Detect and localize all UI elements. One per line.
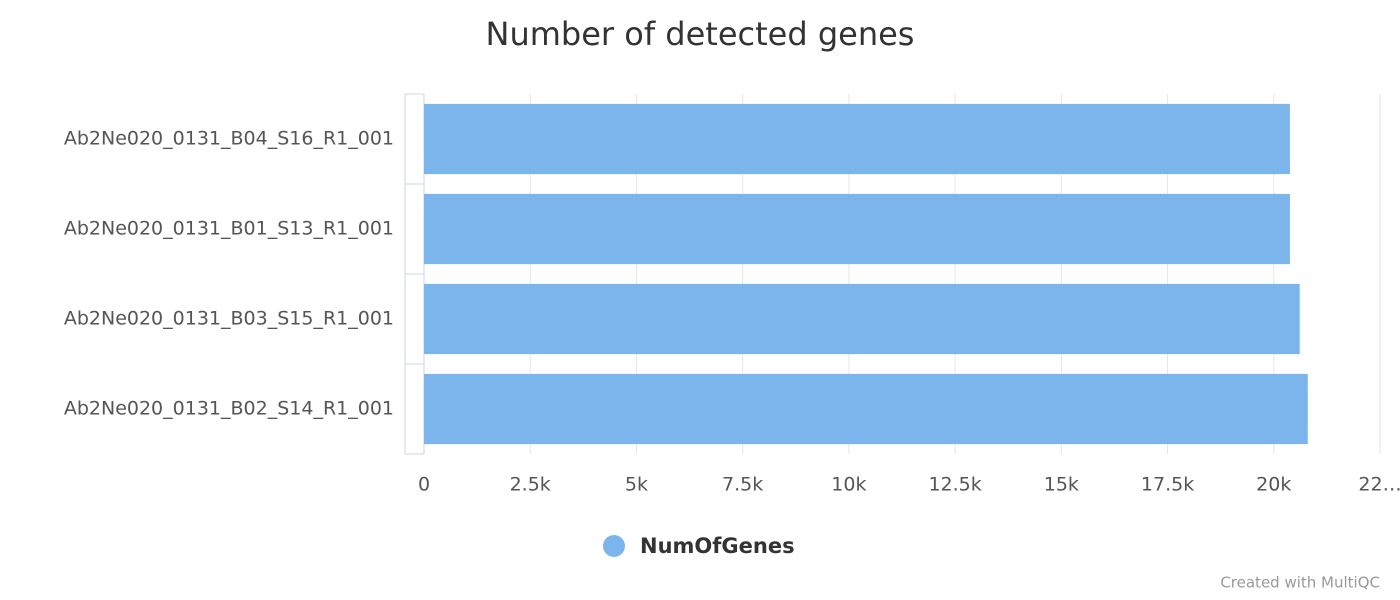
credit: Created with MultiQC	[1220, 574, 1380, 592]
x-tick-label: 7.5k	[722, 474, 763, 496]
x-tick-label: 0	[418, 474, 430, 496]
legend-label: NumOfGenes	[640, 534, 795, 558]
x-tick-label: 15k	[1044, 474, 1079, 496]
x-tick-label: 17.5k	[1141, 474, 1194, 496]
x-tick-label: 22…	[1358, 474, 1400, 496]
bar	[424, 103, 1290, 175]
x-tick-label: 10k	[831, 474, 866, 496]
legend-marker	[603, 535, 625, 557]
bar	[424, 193, 1290, 265]
x-tick-label: 12.5k	[928, 474, 981, 496]
y-tick-label: Ab2Ne020_0131_B02_S14_R1_001	[64, 398, 394, 420]
y-tick-label: Ab2Ne020_0131_B04_S16_R1_001	[64, 128, 394, 150]
y-tick-label: Ab2Ne020_0131_B01_S13_R1_001	[64, 218, 394, 240]
x-tick-label: 5k	[625, 474, 648, 496]
y-tick-label: Ab2Ne020_0131_B03_S15_R1_001	[64, 308, 394, 330]
bar	[424, 283, 1300, 355]
x-tick-label: 2.5k	[510, 474, 551, 496]
bar	[424, 373, 1308, 445]
x-tick-label: 20k	[1256, 474, 1291, 496]
chart-title: Number of detected genes	[486, 15, 915, 53]
